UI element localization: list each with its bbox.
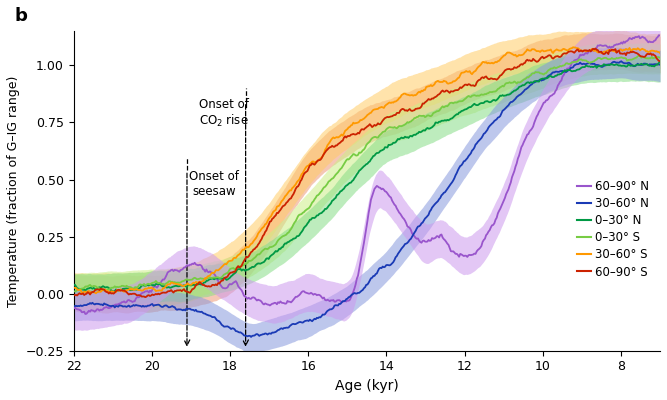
Text: Onset of
seesaw: Onset of seesaw (189, 170, 239, 198)
Text: b: b (15, 7, 28, 25)
Y-axis label: Temperature (fraction of G–IG range): Temperature (fraction of G–IG range) (7, 75, 20, 307)
X-axis label: Age (kyr): Age (kyr) (335, 379, 399, 393)
Text: Onset of
$\mathrm{CO_2}$ rise: Onset of $\mathrm{CO_2}$ rise (199, 98, 249, 129)
Legend: 60–90° N, 30–60° N, 0–30° N, 0–30° S, 30–60° S, 60–90° S: 60–90° N, 30–60° N, 0–30° N, 0–30° S, 30… (572, 175, 654, 283)
